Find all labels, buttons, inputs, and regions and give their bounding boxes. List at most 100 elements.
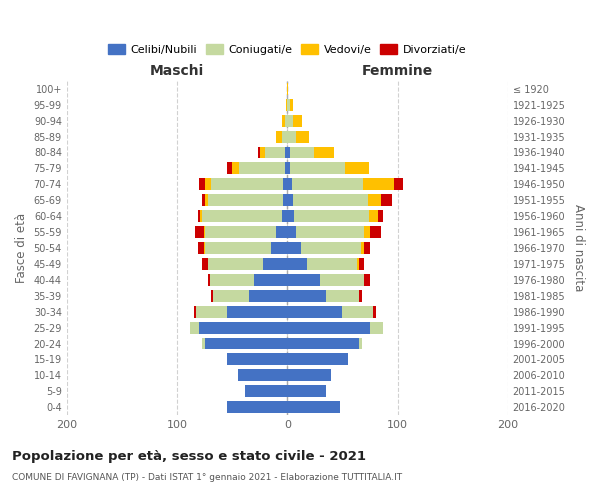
Bar [198,242,203,254]
Bar [307,258,357,270]
Bar [287,83,289,95]
Bar [282,210,287,222]
Bar [287,242,301,254]
Bar [202,194,205,206]
Bar [205,194,208,206]
Bar [286,99,287,110]
Bar [373,306,376,318]
Bar [287,338,359,349]
Bar [283,194,287,206]
Bar [287,401,340,413]
Legend: Celibi/Nubili, Coniugati/e, Vedovi/e, Divorziati/e: Celibi/Nubili, Coniugati/e, Vedovi/e, Di… [104,40,470,60]
Bar [287,210,294,222]
Bar [370,322,383,334]
Bar [211,290,214,302]
Bar [290,146,314,158]
Bar [293,114,302,126]
Bar [394,178,403,190]
Bar [282,130,287,142]
Bar [287,178,292,190]
Text: COMUNE DI FAVIGNANA (TP) - Dati ISTAT 1° gennaio 2021 - Elaborazione TUTTITALIA.: COMUNE DI FAVIGNANA (TP) - Dati ISTAT 1°… [12,472,402,482]
Bar [287,274,320,286]
Text: Popolazione per età, sesso e stato civile - 2021: Popolazione per età, sesso e stato civil… [12,450,366,463]
Bar [276,226,287,238]
Bar [370,226,381,238]
Bar [287,194,293,206]
Bar [205,226,276,238]
Text: Femmine: Femmine [362,64,433,78]
Bar [287,386,326,397]
Bar [214,290,249,302]
Bar [287,99,290,110]
Y-axis label: Anni di nascita: Anni di nascita [572,204,585,292]
Bar [357,258,359,270]
Bar [368,194,381,206]
Bar [208,258,263,270]
Bar [290,99,293,110]
Bar [198,210,200,222]
Bar [359,258,364,270]
Bar [202,210,282,222]
Bar [205,178,211,190]
Bar [282,114,285,126]
Bar [257,146,260,158]
Bar [287,354,348,366]
Bar [232,162,239,174]
Bar [378,210,383,222]
Bar [202,258,208,270]
Bar [227,306,287,318]
Bar [199,322,287,334]
Bar [314,146,334,158]
Bar [203,226,205,238]
Bar [245,386,287,397]
Bar [292,178,364,190]
Bar [359,338,362,349]
Bar [196,306,227,318]
Bar [208,274,210,286]
Bar [381,194,392,206]
Bar [285,162,287,174]
Bar [199,178,205,190]
Bar [287,370,331,382]
Bar [285,146,287,158]
Bar [208,194,283,206]
Bar [364,226,370,238]
Bar [194,226,203,238]
Bar [263,258,287,270]
Bar [364,178,394,190]
Bar [287,258,307,270]
Bar [294,210,369,222]
Bar [320,274,364,286]
Bar [283,178,287,190]
Bar [200,210,202,222]
Bar [287,130,296,142]
Bar [227,162,232,174]
Bar [301,242,361,254]
Bar [287,162,290,174]
Bar [359,290,362,302]
Bar [190,322,199,334]
Bar [227,354,287,366]
Bar [287,146,290,158]
Bar [276,130,282,142]
Bar [369,210,378,222]
Bar [227,401,287,413]
Bar [364,274,370,286]
Bar [296,130,310,142]
Text: Maschi: Maschi [150,64,204,78]
Bar [271,242,287,254]
Bar [290,162,344,174]
Bar [287,322,370,334]
Bar [285,114,287,126]
Bar [202,338,205,349]
Bar [287,306,343,318]
Y-axis label: Fasce di età: Fasce di età [15,213,28,283]
Bar [238,370,287,382]
Bar [254,274,287,286]
Bar [343,306,373,318]
Bar [249,290,287,302]
Bar [205,242,271,254]
Bar [344,162,369,174]
Bar [293,194,368,206]
Bar [239,162,285,174]
